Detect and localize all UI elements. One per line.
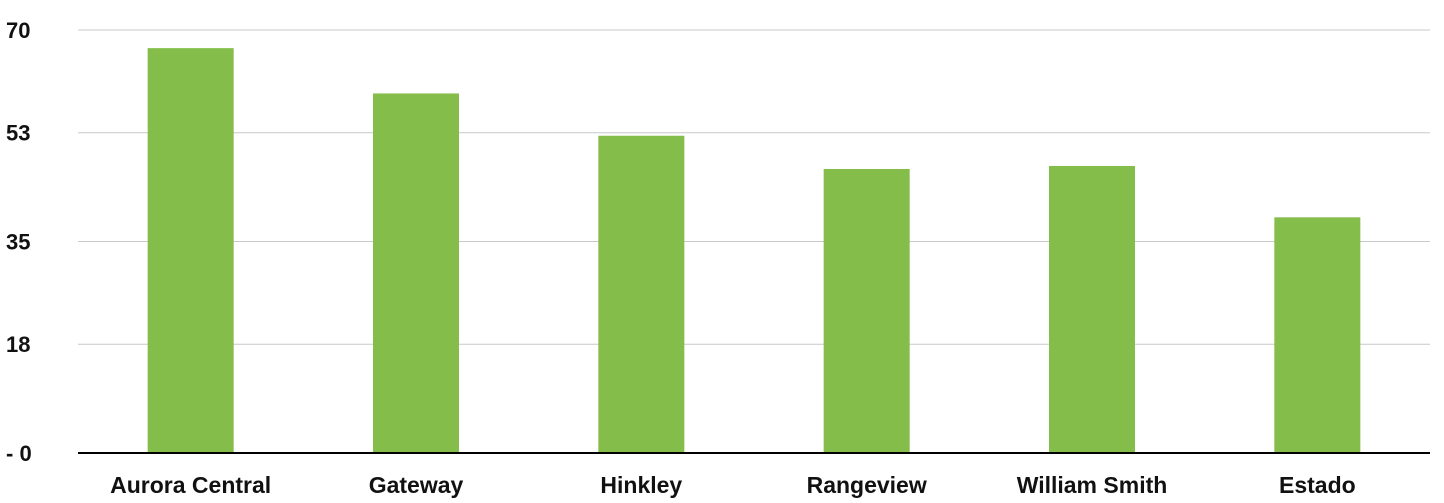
bars <box>147 48 1361 453</box>
x-tick-label: William Smith <box>1017 472 1168 498</box>
bar <box>147 48 234 453</box>
y-tick-label: - 0 <box>6 441 32 466</box>
y-tick-label: 35 <box>6 230 30 255</box>
y-tick-label: 18 <box>6 332 30 357</box>
y-tick-label: 53 <box>6 121 30 146</box>
y-tick-label: 70 <box>6 18 30 43</box>
bar <box>1274 217 1361 453</box>
x-tick-label: Estado <box>1279 472 1356 498</box>
y-tick-labels: - 0 18 35 53 70 <box>6 18 32 466</box>
x-tick-label: Hinkley <box>600 472 682 498</box>
bar <box>1049 165 1135 453</box>
gridlines <box>78 29 1430 345</box>
x-tick-label: Rangeview <box>807 472 927 498</box>
bar <box>823 168 910 453</box>
x-tick-labels: Aurora Central Gateway Hinkley Rangeview Wil… <box>110 472 1356 498</box>
bar <box>373 93 459 453</box>
bar <box>598 135 685 453</box>
x-tick-label: Gateway <box>369 472 464 498</box>
x-tick-label: Aurora Central <box>110 472 271 498</box>
